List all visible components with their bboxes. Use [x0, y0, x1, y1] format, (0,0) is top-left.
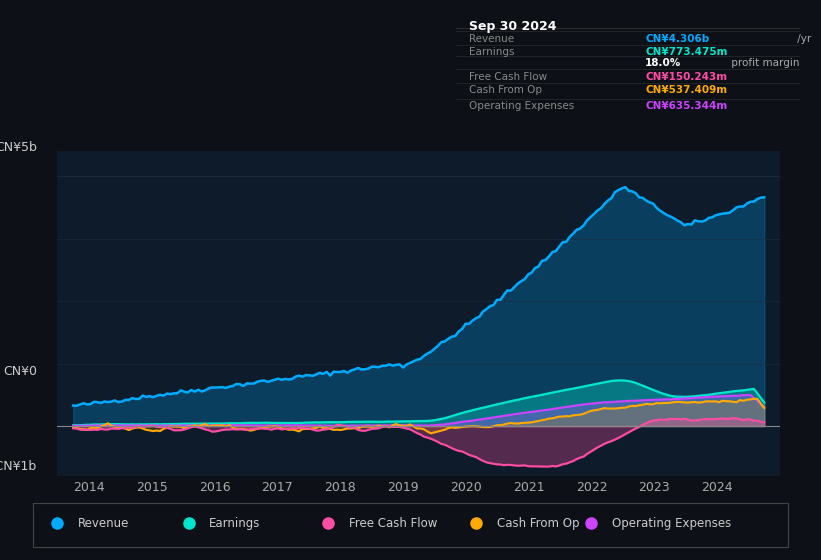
Text: CN¥150.243m: CN¥150.243m — [645, 72, 727, 82]
Text: Free Cash Flow: Free Cash Flow — [349, 516, 438, 530]
Text: Operating Expenses: Operating Expenses — [470, 101, 575, 111]
Text: CN¥5b: CN¥5b — [0, 141, 37, 154]
Text: CN¥773.475m: CN¥773.475m — [645, 47, 727, 57]
Text: CN¥635.344m: CN¥635.344m — [645, 101, 727, 111]
Text: Revenue: Revenue — [78, 516, 130, 530]
Text: CN¥537.409m: CN¥537.409m — [645, 85, 727, 95]
Text: Operating Expenses: Operating Expenses — [612, 516, 731, 530]
Text: Free Cash Flow: Free Cash Flow — [470, 72, 548, 82]
Text: Cash From Op: Cash From Op — [470, 85, 543, 95]
Text: profit margin: profit margin — [728, 58, 800, 68]
Text: Earnings: Earnings — [209, 516, 261, 530]
Text: /yr: /yr — [794, 34, 811, 44]
Text: Earnings: Earnings — [470, 47, 515, 57]
Text: CN¥4.306b: CN¥4.306b — [645, 34, 709, 44]
Text: CN¥0: CN¥0 — [3, 365, 37, 378]
Text: Cash From Op: Cash From Op — [497, 516, 579, 530]
Text: Sep 30 2024: Sep 30 2024 — [470, 20, 557, 33]
Text: 18.0%: 18.0% — [645, 58, 681, 68]
Text: Revenue: Revenue — [470, 34, 515, 44]
Text: -CN¥1b: -CN¥1b — [0, 460, 37, 473]
